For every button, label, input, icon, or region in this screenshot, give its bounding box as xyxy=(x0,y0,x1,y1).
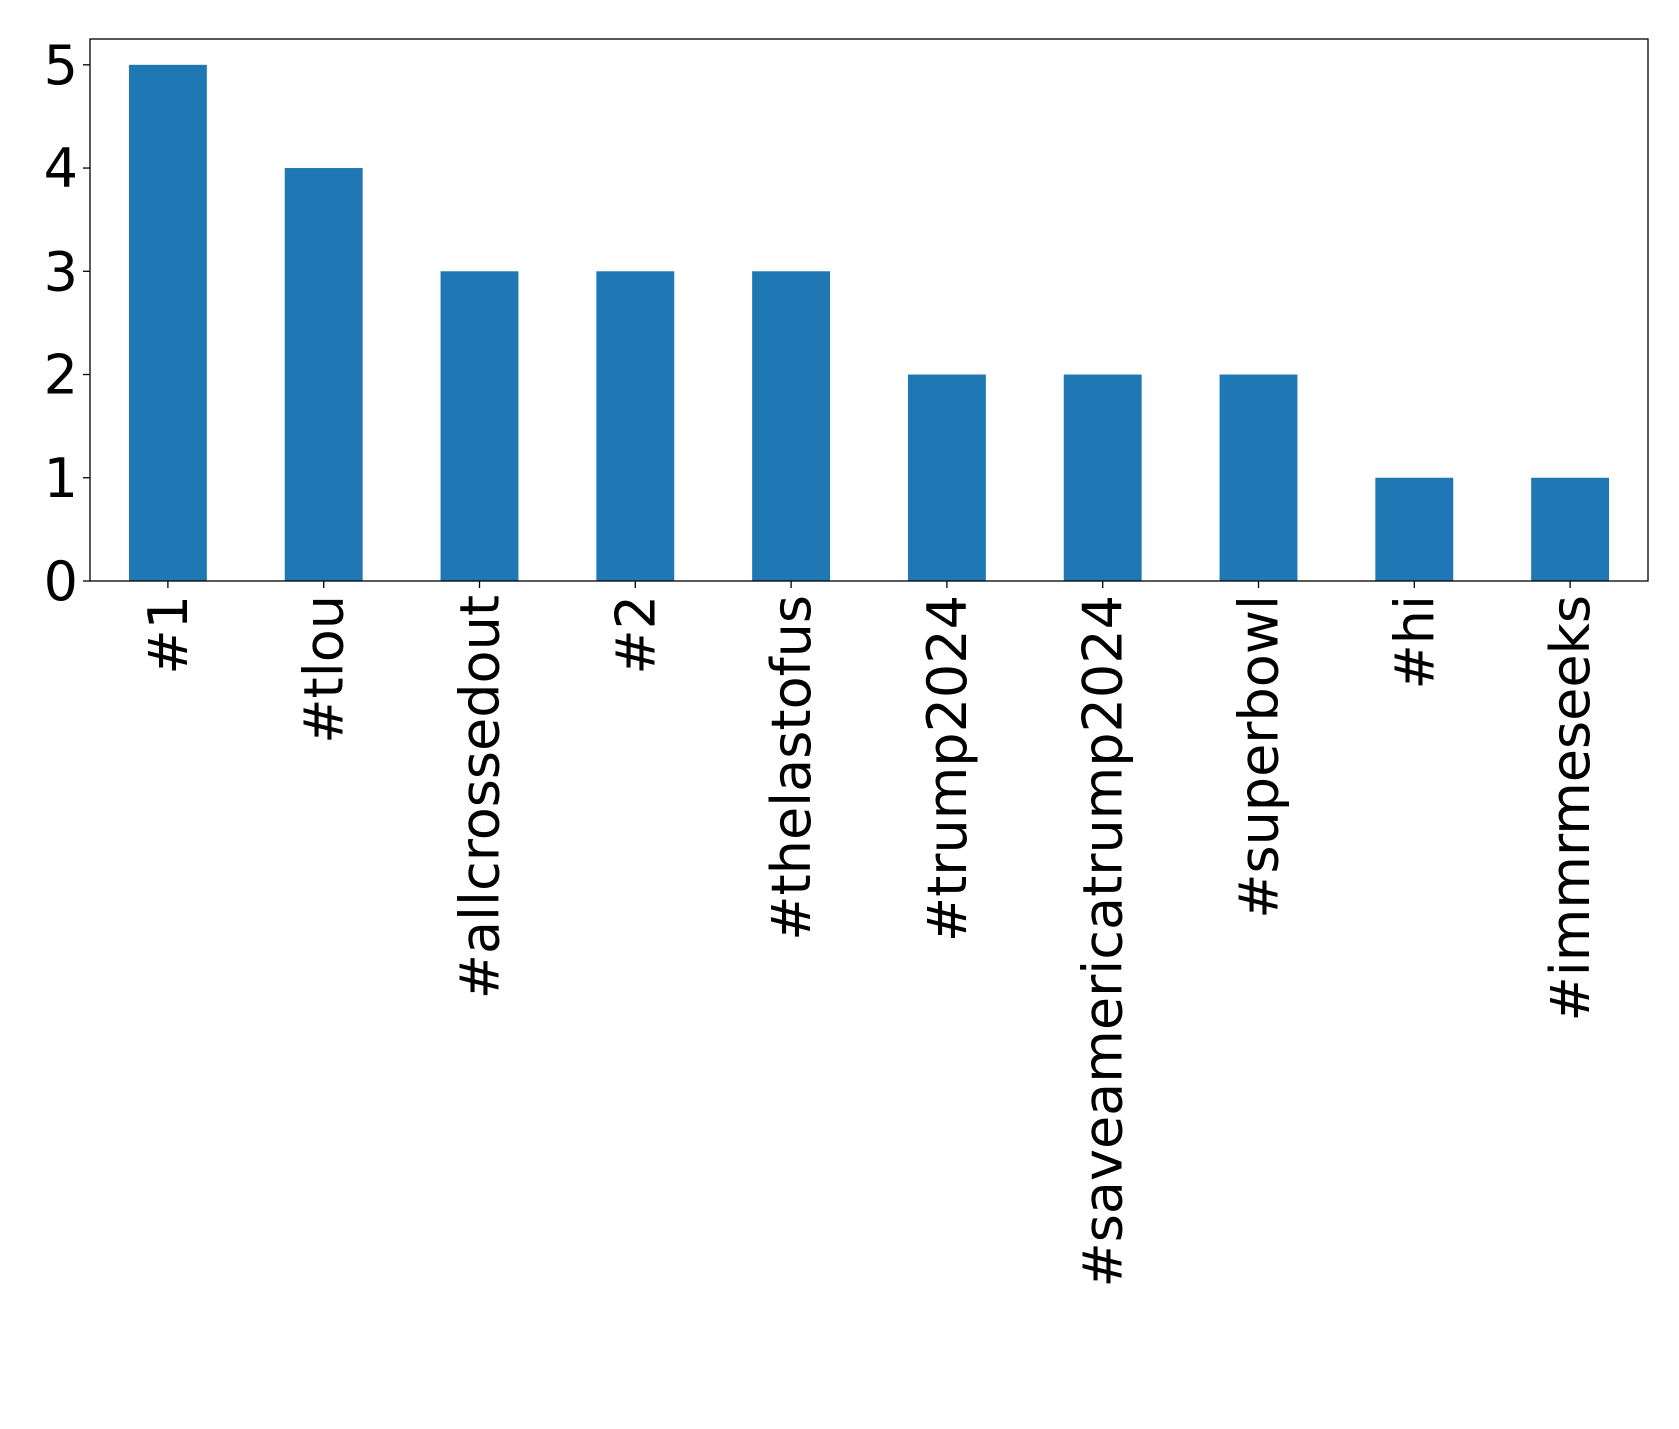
y-tick-label-2: 2 xyxy=(44,344,78,407)
y-tick-label-0: 0 xyxy=(44,550,78,613)
x-tick-label-8: #hi xyxy=(1383,595,1446,689)
bar-9 xyxy=(1531,477,1610,581)
y-axis: 0 1 2 3 4 5 xyxy=(44,34,90,613)
x-tick-label-4: #thelastofus xyxy=(760,595,823,941)
bar-8 xyxy=(1375,477,1454,581)
x-tick-label-9: #immrmeseeks xyxy=(1539,595,1602,1022)
plot-frame xyxy=(89,38,1649,582)
y-tick-label-5: 5 xyxy=(44,34,78,97)
x-tick-label-2: #allcrossedout xyxy=(449,595,512,999)
bar-3 xyxy=(596,271,675,581)
x-tick-label-3: #2 xyxy=(604,595,667,675)
x-tick-label-0: #1 xyxy=(137,595,200,675)
bar-7 xyxy=(1219,374,1298,581)
bars-group xyxy=(128,64,1610,582)
x-tick-label-7: #superbowl xyxy=(1228,595,1291,919)
x-tick-label-5: #trump2024 xyxy=(916,595,979,942)
x-tick-label-1: #tlou xyxy=(293,595,356,744)
bar-1 xyxy=(284,168,363,582)
y-tick-label-4: 4 xyxy=(44,137,78,200)
bar-0 xyxy=(128,64,207,582)
bar-6 xyxy=(1063,374,1142,581)
x-tick-label-6: #saveamericatrump2024 xyxy=(1072,595,1135,1287)
y-tick-label-3: 3 xyxy=(44,240,78,303)
x-axis: #1 #tlou #allcrossedout #2 #thelastofus #trum… xyxy=(137,581,1602,1287)
y-tick-label-1: 1 xyxy=(44,447,78,510)
bar-5 xyxy=(907,374,986,581)
bar-4 xyxy=(752,271,831,581)
bar-2 xyxy=(440,271,519,581)
